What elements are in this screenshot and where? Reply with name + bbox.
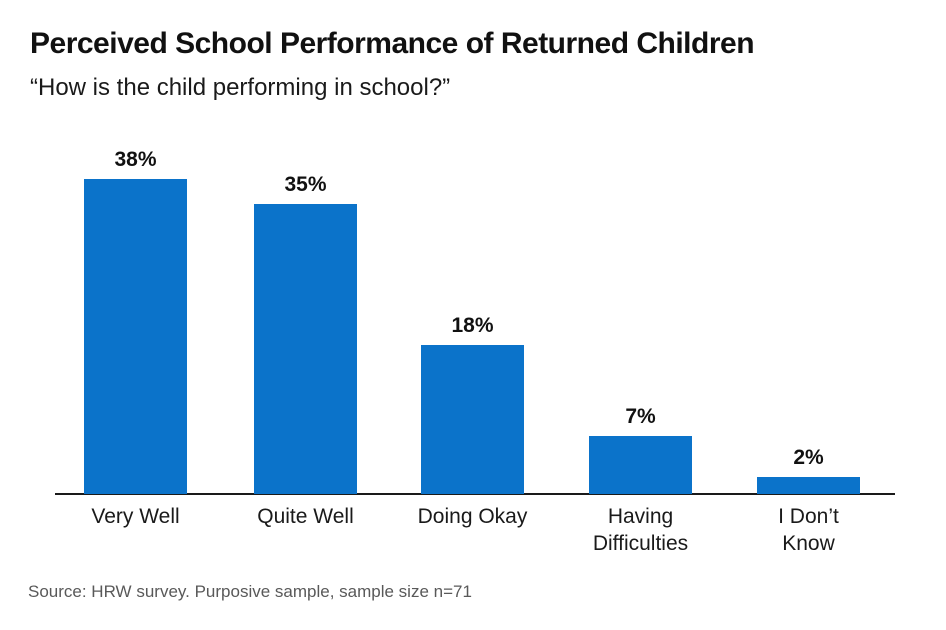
category-label-line: I Don’t	[778, 505, 839, 528]
category-label-line: Having	[607, 505, 674, 528]
category-label-doing-okay: Doing Okay	[383, 503, 563, 530]
bar-value-label-doing-okay: 18%	[451, 314, 494, 337]
bar-having-difficulties	[589, 436, 692, 494]
bar-value-label-having-difficulties: 7%	[625, 405, 656, 428]
category-label-line: Know	[782, 532, 835, 555]
bar-value-label-very-well: 38%	[114, 148, 157, 171]
bar-value-label-quite-well: 35%	[284, 173, 327, 196]
bar-i-don-t-know	[757, 477, 860, 494]
bar-value-label-i-don-t-know: 2%	[793, 446, 824, 469]
x-axis-line	[55, 493, 895, 495]
category-label-line: Quite Well	[257, 505, 354, 528]
source-note: Source: HRW survey. Purposive sample, sa…	[28, 582, 472, 601]
chart-title: Perceived School Performance of Returned…	[30, 27, 755, 60]
bar-quite-well	[254, 204, 357, 494]
category-label-very-well: Very Well	[46, 503, 226, 530]
category-label-i-don-t-know: I Don’t Know	[719, 503, 899, 557]
category-label-having-difficulties: Having Difficulties	[551, 503, 731, 557]
category-label-quite-well: Quite Well	[216, 503, 396, 530]
bar-doing-okay	[421, 345, 524, 494]
category-label-line: Difficulties	[592, 532, 689, 555]
bar-very-well	[84, 179, 187, 494]
category-label-line: Doing Okay	[417, 505, 528, 528]
category-label-line: Very Well	[91, 505, 180, 528]
bar-chart-plot-area: 38% Very Well 35% Quite Well 18% Doing Okay 7%…	[46, 148, 899, 557]
chart-subtitle: “How is the child performing in school?”	[30, 74, 451, 101]
